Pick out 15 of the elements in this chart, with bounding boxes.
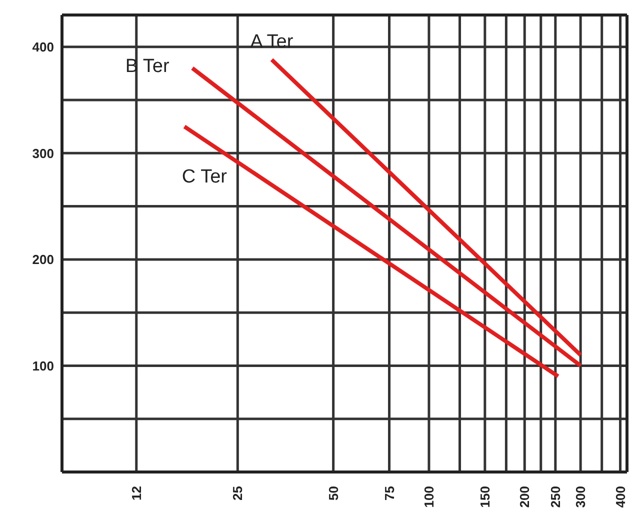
y-tick-label: 100 [32, 358, 54, 374]
x-tick-label: 50 [326, 486, 341, 500]
y-tick-label: 400 [32, 40, 54, 54]
x-tick-label: 100 [421, 486, 436, 508]
series-label: C Ter [182, 166, 228, 188]
y-tick-label: 300 [32, 146, 54, 161]
y-tick-label: 200 [32, 252, 54, 268]
x-tick-label: 75 [382, 486, 397, 500]
x-tick-label: 400 [612, 486, 628, 508]
x-tick-label: 150 [477, 486, 492, 508]
x-tick-label: 200 [517, 486, 532, 508]
x-tick-label: 25 [230, 486, 246, 500]
x-tick-label: 300 [573, 486, 588, 508]
x-tick-label: 250 [548, 486, 563, 508]
x-tick-label: 12 [128, 486, 144, 500]
